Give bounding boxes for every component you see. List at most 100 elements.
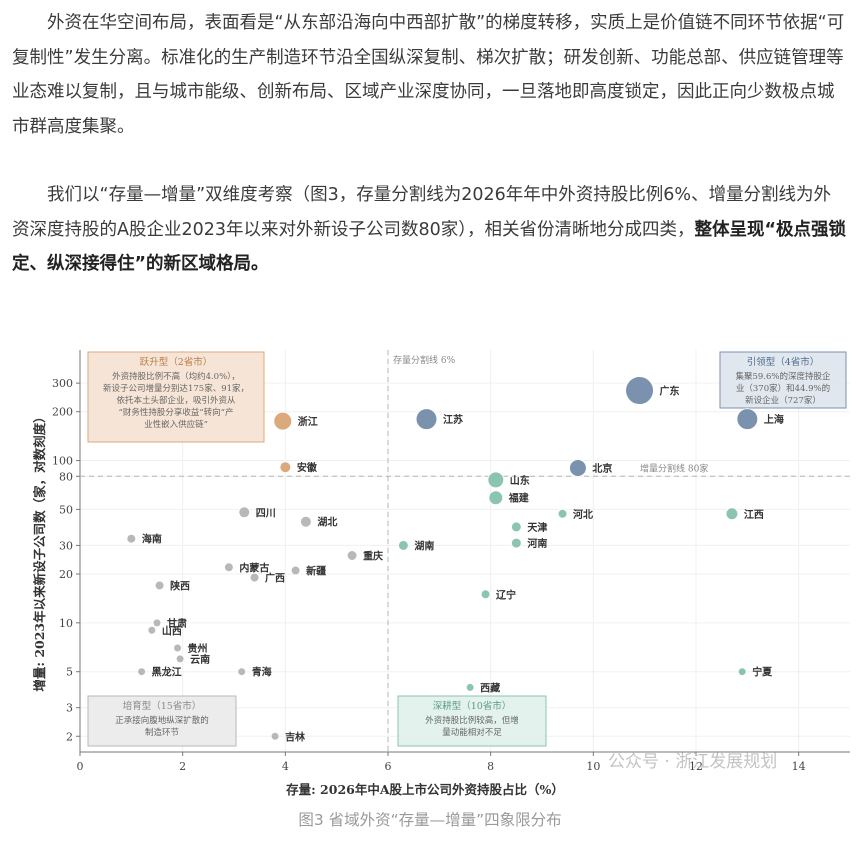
quadrant-title-rise: 跃升型（2省市） — [140, 356, 213, 368]
point-label-辽宁: 辽宁 — [496, 588, 516, 601]
quadrant-figure: 0 2 4 6 8 10 12 14 2 3 5 10 20 30 50 80 100 200 300 存量: 202… — [0, 320, 860, 800]
point-label-黑龙江: 黑龙江 — [152, 666, 182, 679]
y-tick-label: 5 — [66, 666, 73, 679]
point-label-重庆: 重庆 — [363, 549, 383, 562]
data-point-内蒙古 — [223, 562, 234, 573]
point-label-浙江: 浙江 — [298, 415, 318, 428]
y-tick-label: 50 — [59, 503, 73, 516]
point-label-天津: 天津 — [527, 521, 547, 534]
point-label-新疆: 新疆 — [306, 565, 326, 578]
paragraph-2-emphasis: 整体呈现“极点强锁定、纵深接得住”的新区域格局。 — [12, 219, 847, 275]
x-tick-label: 14 — [792, 760, 806, 773]
x-tick-label: 10 — [586, 760, 600, 773]
data-point-黑龙江 — [137, 667, 147, 677]
data-point-河南 — [510, 537, 522, 549]
quadrant-text-deep: 外资持股比例较高，但增 — [425, 715, 519, 726]
y-tick-label: 10 — [59, 617, 73, 630]
point-label-海南: 海南 — [142, 533, 162, 546]
paragraph-2: 我们以“存量—增量”双维度考察（图3，存量分割线为2026年年中外资持股比例6%… — [12, 178, 848, 282]
quadrant-box-deep — [397, 695, 547, 747]
x-axis-label: 存量: 2026年中A股上市公司外资持股占比（%） — [285, 782, 564, 797]
wechat-watermark: 公众号 · 浙江发展规划 — [608, 752, 777, 772]
data-point-福建 — [488, 490, 504, 506]
point-label-西藏: 西藏 — [480, 681, 500, 694]
y-tick-label: 30 — [59, 539, 73, 552]
quadrant-title-deep: 深耕型（10省市） — [433, 700, 512, 712]
point-label-云南: 云南 — [190, 653, 210, 666]
y-tick-label: 100 — [52, 455, 73, 468]
quadrant-text-rise: 业性嵌入供应链” — [144, 419, 208, 430]
quadrant-title-cult: 培育型（15省市） — [123, 700, 202, 712]
point-label-广西: 广西 — [265, 572, 285, 585]
data-point-浙江 — [273, 411, 293, 431]
point-label-北京: 北京 — [592, 462, 612, 475]
quadrant-text-rise: 依托本土头部企业，吸引外资从 — [116, 395, 236, 406]
stock-divider-label: 存量分割线 6% — [393, 354, 456, 366]
data-point-海南 — [126, 533, 137, 544]
quadrant-scatter-chart: 0 2 4 6 8 10 12 14 2 3 5 10 20 30 50 80 100 200 300 存量: 202… — [32, 350, 850, 797]
quadrant-text-lead: 新设企业（727家） — [745, 395, 821, 406]
point-label-山西: 山西 — [162, 624, 182, 637]
x-tick-label: 6 — [385, 760, 392, 773]
data-point-天津 — [510, 521, 522, 533]
point-label-四川: 四川 — [256, 507, 276, 519]
data-point-宁夏 — [737, 667, 747, 677]
data-point-四川 — [238, 506, 251, 519]
point-label-贵州: 贵州 — [188, 642, 208, 655]
quadrant-text-cult: 正承接向腹地纵深扩散的 — [115, 715, 209, 726]
quadrant-text-deep: 量动能相对不足 — [442, 727, 502, 738]
point-label-陕西: 陕西 — [170, 579, 190, 592]
quadrant-text-rise: 新设子公司增量分别达175家、91家， — [103, 383, 249, 394]
y-tick-label: 80 — [59, 470, 73, 483]
quadrant-box-lead — [719, 351, 847, 409]
data-point-河北 — [557, 508, 568, 519]
quadrant-title-lead: 引领型（4省市） — [747, 356, 820, 368]
data-point-上海 — [736, 408, 759, 431]
point-label-福建: 福建 — [508, 492, 530, 505]
data-point-贵州 — [173, 643, 183, 653]
y-tick-label: 200 — [52, 406, 73, 419]
quadrant-text-rise: “财务性持股分享收益”转向“产 — [118, 407, 233, 418]
data-point-山西 — [147, 625, 157, 635]
data-point-新疆 — [290, 565, 301, 576]
data-point-甘肃 — [152, 618, 162, 628]
x-tick-label: 12 — [689, 760, 703, 773]
data-point-广东 — [625, 376, 655, 406]
quadrant-text-lead: 集聚59.6%的深度持股企 — [735, 371, 831, 382]
data-point-北京 — [568, 458, 587, 477]
data-point-广西 — [249, 572, 260, 583]
point-label-湖北: 湖北 — [317, 516, 337, 529]
point-label-青海: 青海 — [252, 666, 272, 679]
y-tick-label: 20 — [59, 568, 73, 581]
data-point-青海 — [237, 667, 247, 677]
quadrant-text-lead: 业（370家）和44.9%的 — [736, 383, 830, 394]
point-label-河南: 河南 — [527, 537, 547, 550]
data-point-云南 — [175, 654, 185, 664]
quadrant-text-cult: 制造环节 — [145, 727, 180, 738]
y-tick-label: 3 — [66, 702, 73, 715]
point-label-河北: 河北 — [573, 508, 593, 521]
x-tick-label: 4 — [282, 760, 289, 773]
data-point-重庆 — [346, 549, 358, 561]
quadrant-box-rise — [87, 351, 265, 443]
point-label-上海: 上海 — [764, 413, 784, 426]
data-point-辽宁 — [480, 589, 491, 600]
data-point-西藏 — [465, 682, 475, 692]
data-point-陕西 — [154, 580, 165, 591]
data-point-吉林 — [270, 731, 280, 741]
quadrant-box-cult — [87, 695, 237, 747]
figure-caption: 图3 省域外资“存量—增量”四象限分布 — [298, 811, 562, 829]
x-tick-label: 2 — [179, 760, 186, 773]
point-label-安徽: 安徽 — [297, 461, 318, 474]
data-point-安徽 — [279, 461, 292, 474]
paragraph-1: 外资在华空间布局，表面看是“从东部沿海向中西部扩散”的梯度转移，实质上是价值链不… — [12, 13, 845, 137]
point-label-内蒙古: 内蒙古 — [239, 561, 269, 574]
data-point-湖南 — [397, 539, 409, 551]
y-tick-label: 300 — [52, 377, 73, 390]
increment-divider-label: 增量分割线 80家 — [640, 462, 708, 474]
point-label-山东: 山东 — [510, 474, 530, 487]
y-axis-label: 增量: 2023年以来新设子公司数（家，对数刻度） — [32, 410, 47, 691]
paragraph-2-text: 我们以“存量—增量”双维度考察（图3，存量分割线为2026年年中外资持股比例6%… — [12, 185, 832, 240]
point-label-江苏: 江苏 — [443, 413, 463, 426]
point-label-江西: 江西 — [744, 508, 764, 521]
